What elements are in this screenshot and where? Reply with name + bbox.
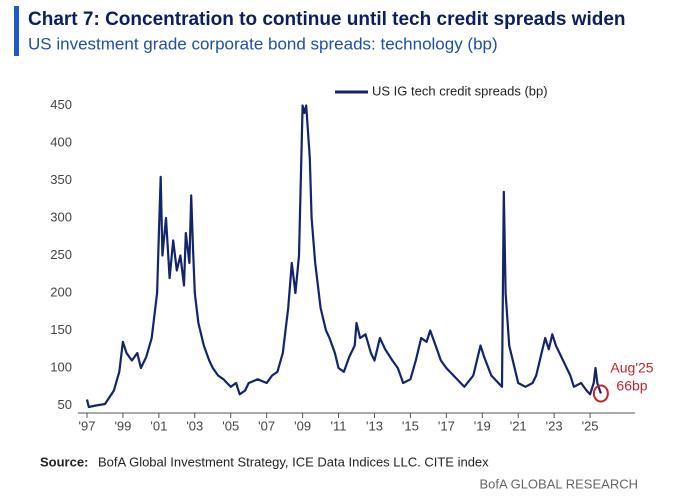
x-tick-label: '11 [331, 418, 347, 433]
x-tick-label: '25 [582, 418, 599, 433]
source-text: BofA Global Investment Strategy, ICE Dat… [98, 454, 489, 469]
x-tick-label: '15 [402, 418, 419, 433]
highlight-circle [592, 384, 609, 403]
y-tick-label: 250 [50, 247, 72, 262]
y-tick-label: 300 [50, 209, 72, 224]
y-tick-label: 100 [50, 359, 72, 374]
chart-subtitle: US investment grade corporate bond sprea… [28, 34, 498, 53]
y-tick-label: 200 [50, 284, 72, 299]
annotation-date: Aug'25 [610, 360, 653, 376]
legend-label: US IG tech credit spreads (bp) [372, 83, 548, 98]
y-tick-label: 350 [50, 172, 72, 187]
x-tick-label: '19 [474, 418, 491, 433]
footer: BofA GLOBAL RESEARCH [480, 476, 638, 491]
x-tick-label: '23 [546, 418, 563, 433]
annotation-value: 66bp [616, 378, 647, 394]
y-tick-label: 450 [50, 97, 72, 112]
y-tick-label: 400 [50, 134, 72, 149]
x-tick-label: '13 [366, 418, 383, 433]
y-tick-label: 50 [58, 397, 72, 412]
x-tick-label: '01 [150, 418, 167, 433]
series-line [85, 104, 602, 409]
x-tick-label: '99 [114, 418, 131, 433]
x-tick-label: '21 [510, 418, 527, 433]
x-tick-label: '03 [186, 418, 203, 433]
x-tick-label: '07 [258, 418, 275, 433]
x-tick-label: '09 [294, 418, 311, 433]
x-tick-label: '17 [438, 418, 455, 433]
x-tick-label: '97 [79, 418, 96, 433]
x-tick-label: '05 [222, 418, 239, 433]
y-tick-label: 150 [50, 322, 72, 337]
title-accent [14, 6, 19, 56]
source-label: Source: [40, 454, 88, 469]
chart-title: Chart 7: Concentration to continue until… [28, 9, 626, 30]
